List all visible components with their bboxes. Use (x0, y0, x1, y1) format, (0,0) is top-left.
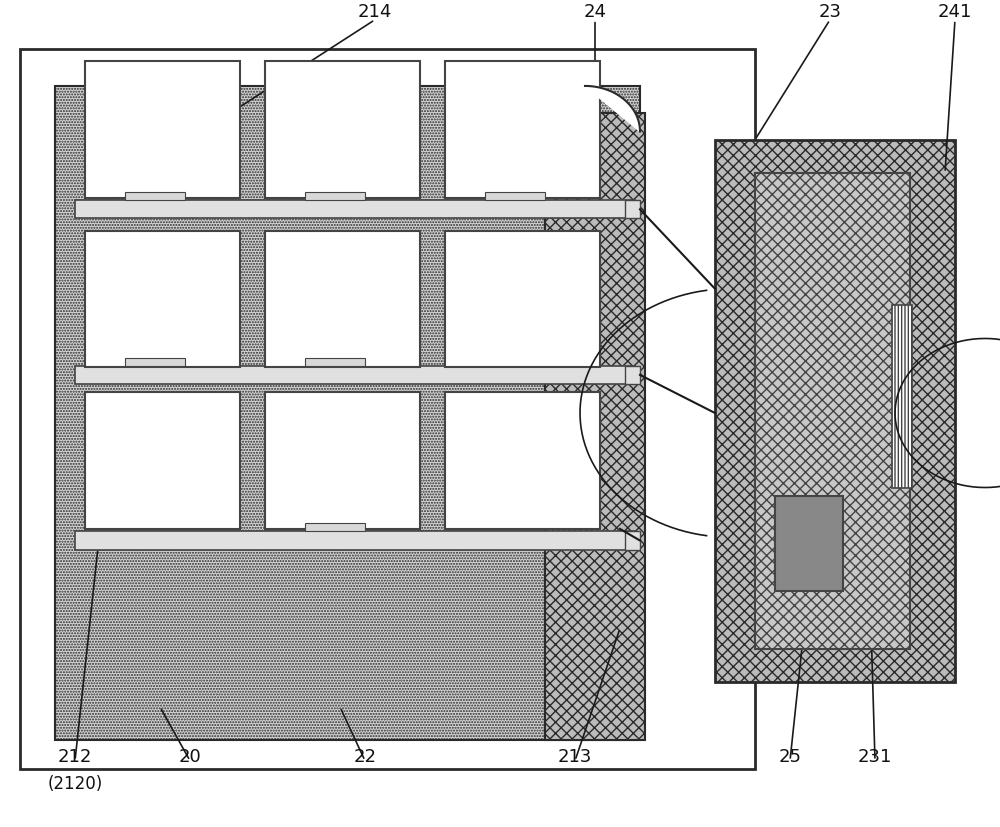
Bar (125, 358, 185, 366)
Polygon shape (585, 87, 640, 132)
Text: (2120): (2120) (47, 774, 103, 792)
Text: 212: 212 (58, 747, 92, 765)
Bar (75, 201, 635, 219)
Bar (445, 393, 600, 529)
Bar (445, 62, 600, 198)
Text: 25: 25 (778, 747, 802, 765)
Text: 213: 213 (558, 747, 592, 765)
Bar (305, 523, 365, 532)
Bar (892, 306, 912, 488)
Bar (625, 201, 640, 219)
Bar (305, 193, 365, 201)
Bar (775, 496, 843, 591)
Text: 20: 20 (179, 747, 201, 765)
Text: 24: 24 (584, 2, 606, 21)
Bar (85, 393, 240, 529)
Bar (305, 358, 365, 366)
Bar (85, 232, 240, 368)
Text: 22: 22 (354, 747, 376, 765)
Bar (75, 532, 635, 550)
Text: 23: 23 (818, 2, 842, 21)
Bar (125, 193, 185, 201)
Bar (265, 62, 420, 198)
Bar (265, 232, 420, 368)
Bar (445, 232, 600, 368)
Bar (625, 366, 640, 385)
Text: 241: 241 (938, 2, 972, 21)
Bar (545, 114, 645, 740)
Bar (20, 50, 755, 769)
Text: 214: 214 (358, 2, 392, 21)
Bar (625, 532, 640, 550)
Bar (265, 393, 420, 529)
Text: 231: 231 (858, 747, 892, 765)
Bar (55, 87, 640, 740)
Bar (715, 141, 955, 682)
Bar (755, 174, 910, 649)
Bar (485, 193, 545, 201)
Bar (75, 366, 635, 385)
Bar (85, 62, 240, 198)
